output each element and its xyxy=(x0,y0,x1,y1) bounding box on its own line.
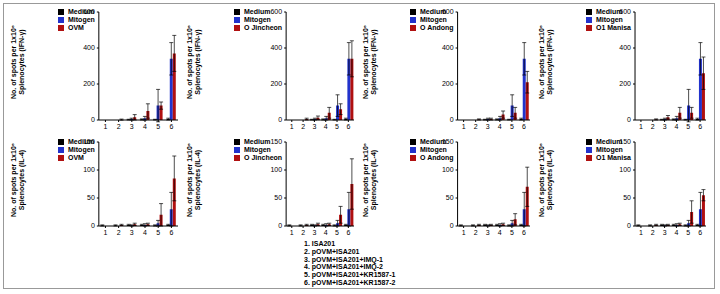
svg-text:3: 3 xyxy=(130,229,134,236)
svg-text:0: 0 xyxy=(278,222,282,229)
svg-text:2: 2 xyxy=(301,123,305,130)
svg-text:50: 50 xyxy=(623,194,631,201)
svg-text:1: 1 xyxy=(103,123,107,130)
svg-text:6: 6 xyxy=(698,229,702,236)
svg-text:200: 200 xyxy=(270,80,282,87)
svg-text:5: 5 xyxy=(510,229,514,236)
svg-text:200: 200 xyxy=(619,80,631,87)
svg-text:150: 150 xyxy=(83,138,95,145)
svg-text:600: 600 xyxy=(619,8,631,15)
svg-text:6: 6 xyxy=(346,123,350,130)
svg-text:6: 6 xyxy=(169,229,173,236)
svg-text:1: 1 xyxy=(290,229,294,236)
svg-text:4: 4 xyxy=(674,123,678,130)
svg-text:3: 3 xyxy=(486,123,490,130)
svg-text:600: 600 xyxy=(83,8,95,15)
svg-text:0: 0 xyxy=(91,222,95,229)
svg-text:1: 1 xyxy=(103,229,107,236)
svg-text:400: 400 xyxy=(442,44,454,51)
svg-text:200: 200 xyxy=(442,80,454,87)
svg-text:3: 3 xyxy=(130,123,134,130)
svg-text:2: 2 xyxy=(474,229,478,236)
svg-text:1: 1 xyxy=(462,123,466,130)
svg-text:3: 3 xyxy=(663,123,667,130)
svg-text:150: 150 xyxy=(619,138,631,145)
svg-text:3: 3 xyxy=(312,229,316,236)
svg-text:3: 3 xyxy=(663,229,667,236)
svg-text:100: 100 xyxy=(83,166,95,173)
svg-text:600: 600 xyxy=(270,8,282,15)
svg-text:4: 4 xyxy=(143,229,147,236)
svg-text:1: 1 xyxy=(639,229,643,236)
svg-text:2: 2 xyxy=(301,229,305,236)
svg-text:1: 1 xyxy=(462,229,466,236)
svg-text:0: 0 xyxy=(627,222,631,229)
svg-text:100: 100 xyxy=(270,166,282,173)
svg-text:0: 0 xyxy=(278,116,282,123)
svg-text:2: 2 xyxy=(474,123,478,130)
svg-text:6: 6 xyxy=(346,229,350,236)
svg-text:5: 5 xyxy=(686,123,690,130)
svg-text:3: 3 xyxy=(486,229,490,236)
svg-text:2: 2 xyxy=(117,229,121,236)
svg-text:6: 6 xyxy=(169,123,173,130)
svg-text:2: 2 xyxy=(651,123,655,130)
svg-text:100: 100 xyxy=(619,166,631,173)
svg-text:5: 5 xyxy=(156,229,160,236)
svg-text:150: 150 xyxy=(442,138,454,145)
svg-text:4: 4 xyxy=(498,229,502,236)
svg-text:0: 0 xyxy=(91,116,95,123)
svg-text:5: 5 xyxy=(335,123,339,130)
svg-text:4: 4 xyxy=(498,123,502,130)
svg-text:400: 400 xyxy=(83,44,95,51)
svg-text:4: 4 xyxy=(143,123,147,130)
svg-text:5: 5 xyxy=(156,123,160,130)
svg-text:1: 1 xyxy=(290,123,294,130)
svg-text:4: 4 xyxy=(324,123,328,130)
svg-text:50: 50 xyxy=(274,194,282,201)
svg-text:6: 6 xyxy=(698,123,702,130)
svg-text:5: 5 xyxy=(510,123,514,130)
svg-text:5: 5 xyxy=(335,229,339,236)
svg-text:150: 150 xyxy=(270,138,282,145)
svg-text:2: 2 xyxy=(651,229,655,236)
svg-text:600: 600 xyxy=(442,8,454,15)
svg-text:0: 0 xyxy=(627,116,631,123)
svg-text:1: 1 xyxy=(639,123,643,130)
svg-text:0: 0 xyxy=(450,116,454,123)
svg-text:3: 3 xyxy=(312,123,316,130)
svg-text:400: 400 xyxy=(270,44,282,51)
svg-text:4: 4 xyxy=(324,229,328,236)
svg-text:2: 2 xyxy=(117,123,121,130)
svg-text:100: 100 xyxy=(442,166,454,173)
svg-text:0: 0 xyxy=(450,222,454,229)
svg-text:200: 200 xyxy=(83,80,95,87)
svg-text:50: 50 xyxy=(446,194,454,201)
svg-text:6: 6 xyxy=(522,123,526,130)
svg-text:5: 5 xyxy=(686,229,690,236)
svg-text:400: 400 xyxy=(619,44,631,51)
svg-text:6: 6 xyxy=(522,229,526,236)
svg-text:50: 50 xyxy=(87,194,95,201)
svg-text:4: 4 xyxy=(674,229,678,236)
